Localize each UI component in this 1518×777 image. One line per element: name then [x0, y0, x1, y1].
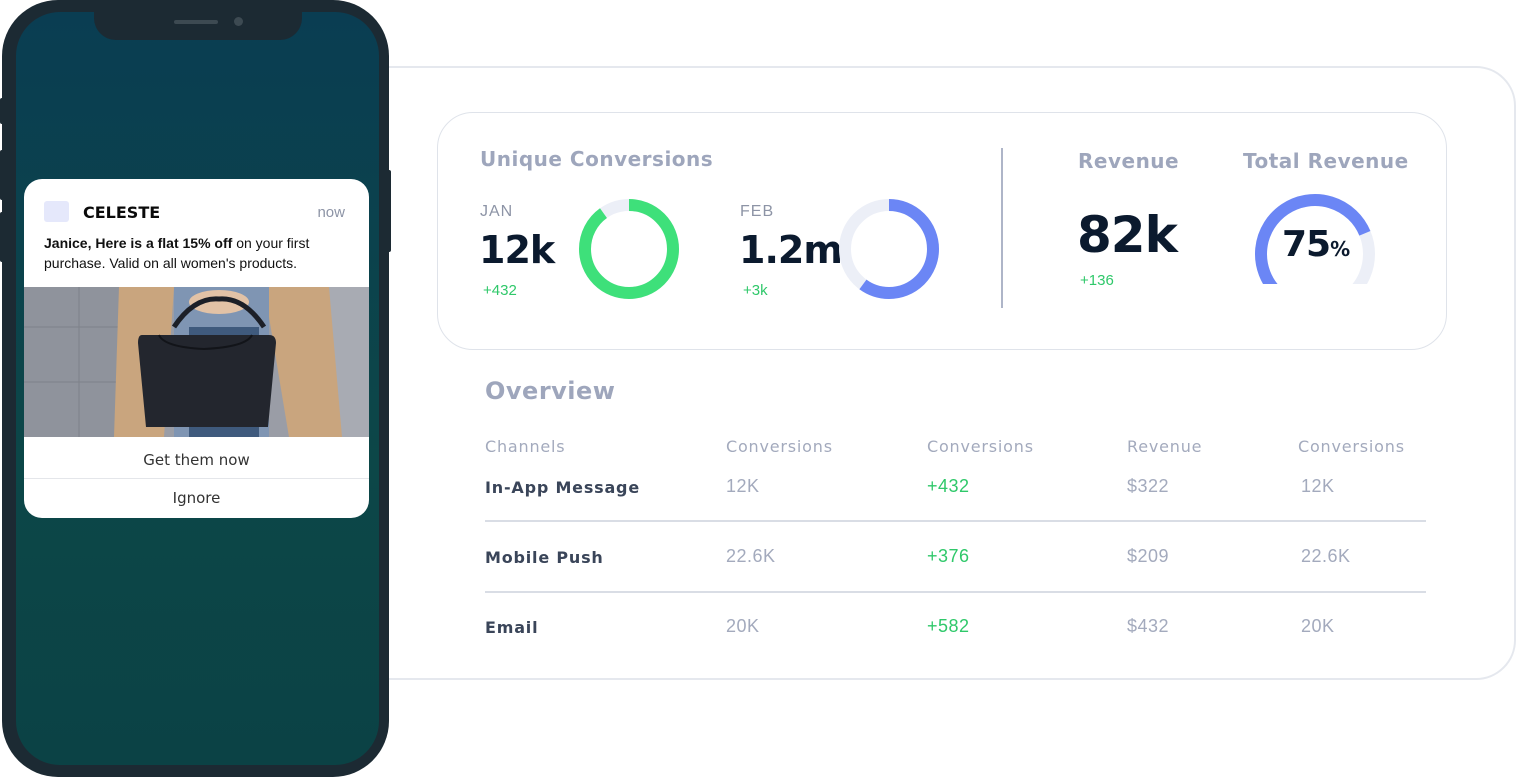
row-conversions: 20K [726, 616, 760, 636]
row-conversions-total: 12K [1301, 476, 1335, 496]
total-revenue-number: 75 [1282, 224, 1331, 265]
jan-value: 12k [479, 228, 555, 272]
stats-divider [1001, 148, 1003, 308]
get-them-now-button[interactable]: Get them now [143, 451, 250, 469]
row-divider [485, 591, 1426, 593]
row-revenue: $432 [1127, 616, 1170, 636]
ignore-button[interactable]: Ignore [172, 489, 221, 507]
jan-delta: +432 [483, 282, 517, 299]
phone-camera [234, 17, 243, 26]
total-revenue-value: 75% [1282, 224, 1350, 265]
row-channel: In-App Message [485, 478, 640, 497]
header-conversions-change: Conversions [927, 437, 1034, 456]
gauge-fill [1255, 194, 1371, 284]
notification-action-divider [24, 478, 369, 479]
feb-delta: +3k [743, 282, 768, 299]
push-notification[interactable]: CELESTE now Janice, Here is a flat 15% o… [24, 179, 369, 518]
table-row[interactable]: Mobile Push 22.6K +376 $209 22.6K [485, 546, 1426, 616]
feb-value: 1.2m [739, 228, 843, 272]
jan-donut-fill [579, 199, 679, 299]
row-revenue: $209 [1127, 546, 1170, 566]
notification-time: now [317, 204, 345, 221]
total-revenue-gauge [1255, 194, 1375, 284]
revenue-title: Revenue [1078, 149, 1180, 173]
jan-label: JAN [480, 203, 514, 220]
table-row[interactable]: In-App Message 12K +432 $322 12K [485, 476, 1426, 546]
header-revenue: Revenue [1127, 437, 1203, 456]
header-conversions-total: Conversions [1298, 437, 1405, 456]
notification-message: Janice, Here is a flat 15% off on your f… [44, 233, 354, 273]
phone-speaker [174, 20, 218, 24]
feb-donut-chart [839, 199, 939, 299]
unique-conversions-title: Unique Conversions [480, 147, 714, 171]
row-revenue: $322 [1127, 476, 1170, 496]
table-row[interactable]: Email 20K +582 $432 20K [485, 616, 1426, 686]
row-change: +432 [927, 476, 970, 496]
feb-donut-fill [839, 199, 939, 299]
stats-card [437, 112, 1447, 350]
row-channel: Email [485, 618, 539, 637]
header-conversions: Conversions [726, 437, 833, 456]
row-conversions-total: 20K [1301, 616, 1335, 636]
row-change: +582 [927, 616, 970, 636]
row-divider [485, 520, 1426, 522]
app-name: CELESTE [83, 203, 161, 222]
jan-donut-chart [579, 199, 679, 299]
row-conversions-total: 22.6K [1301, 546, 1351, 566]
revenue-value: 82k [1077, 206, 1178, 264]
app-icon [44, 201, 69, 222]
row-channel: Mobile Push [485, 548, 604, 567]
row-conversions: 22.6K [726, 546, 776, 566]
row-conversions: 12K [726, 476, 760, 496]
overview-title: Overview [485, 377, 616, 405]
total-revenue-unit: % [1330, 237, 1350, 261]
total-revenue-title: Total Revenue [1243, 149, 1409, 173]
notification-message-bold: Janice, Here is a flat 15% off [44, 235, 233, 251]
phone-notch [94, 12, 302, 40]
row-change: +376 [927, 546, 970, 566]
notification-message-rest: on your first purchase. Valid on all wom… [44, 235, 310, 271]
header-channels: Channels [485, 437, 566, 456]
feb-label: FEB [740, 203, 775, 220]
revenue-delta: +136 [1080, 272, 1114, 289]
handbag-product-image [24, 287, 369, 437]
product-photo-illustration [24, 287, 369, 437]
